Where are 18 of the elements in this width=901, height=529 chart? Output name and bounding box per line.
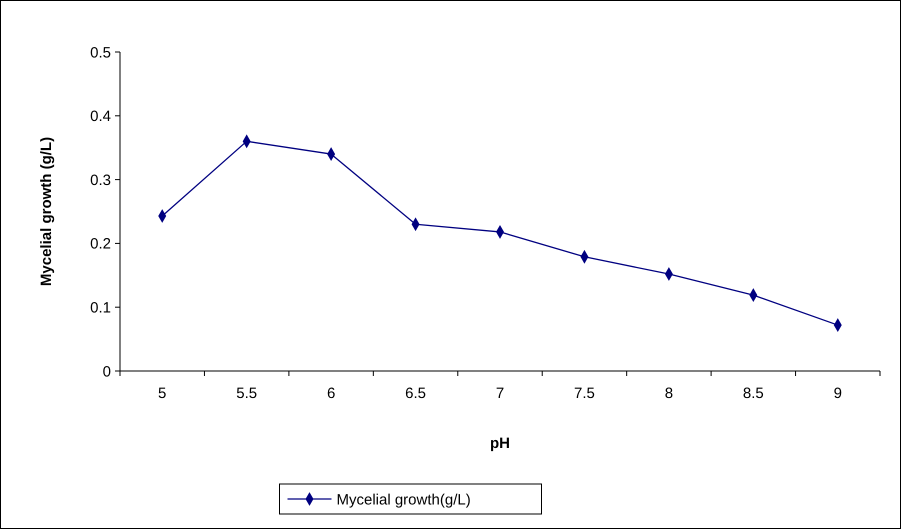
x-tick-label: 6 — [326, 385, 336, 402]
x-tick-label: 5.5 — [236, 385, 258, 402]
y-tick-label: 0.2 — [90, 236, 111, 253]
y-axis-title: Mycelial growth (g/L) — [38, 136, 55, 286]
y-tick-label: 0.4 — [90, 108, 111, 126]
y-tick-label: 0.3 — [90, 172, 111, 189]
x-tick-label: 8.5 — [742, 385, 764, 402]
x-tick-label: 6.5 — [405, 385, 426, 402]
y-tick-label: 0.1 — [90, 299, 111, 316]
y-tick-label: 0 — [102, 363, 111, 380]
x-tick-label: 7.5 — [574, 385, 595, 402]
x-tick-label: 8 — [664, 385, 674, 402]
y-tick-label: 0.5 — [90, 44, 111, 62]
x-tick-label: 9 — [834, 385, 842, 402]
x-tick-label: 5 — [158, 385, 166, 402]
legend-label: Mycelial growth(g/L) — [336, 491, 471, 508]
x-axis-title: pH — [490, 435, 510, 452]
x-tick-label: 7 — [496, 385, 504, 402]
